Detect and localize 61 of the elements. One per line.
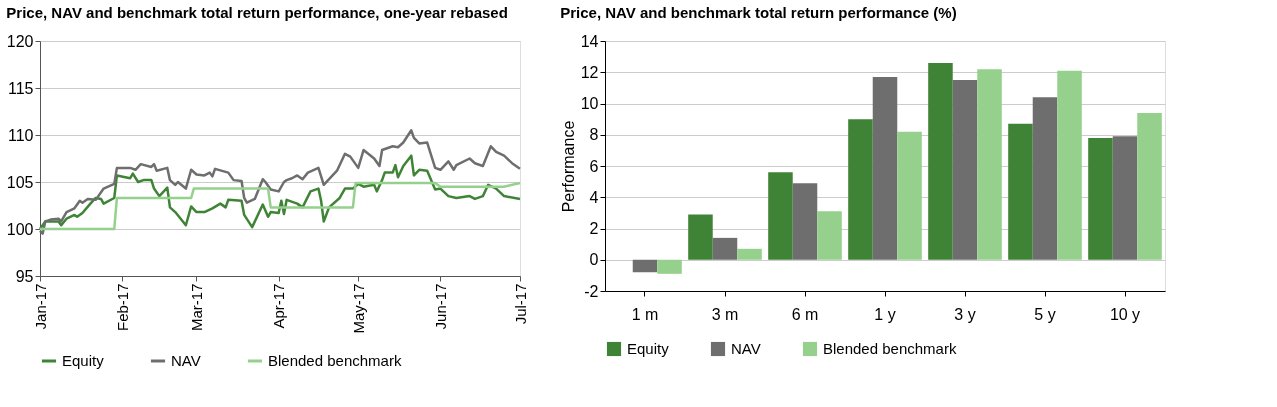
bar: [848, 119, 873, 260]
y-axis-title: Performance: [559, 120, 577, 213]
bar: [1137, 112, 1162, 260]
y-tick-label: 100: [6, 220, 34, 238]
legend-label: Equity: [62, 352, 105, 369]
legend-label: Equity: [627, 340, 670, 357]
x-tick-label: 5 y: [1034, 305, 1056, 323]
chart-title: Price, NAV and benchmark total return performance (%): [560, 4, 957, 21]
x-tick-label: Jul-17: [511, 283, 529, 325]
bar: [928, 62, 953, 260]
y-tick-label: 4: [589, 188, 599, 206]
bar: [952, 80, 978, 260]
y-tick-label: 8: [589, 126, 599, 144]
x-tick-label: Feb-17: [113, 283, 131, 332]
line-series: [38, 129, 522, 235]
x-tick-label: May-17: [349, 283, 367, 334]
bar: [897, 131, 922, 260]
bar: [1032, 97, 1058, 260]
x-tick-label: 1 y: [874, 305, 896, 323]
x-tick-label: Apr-17: [270, 283, 288, 329]
x-tick-label: 6 m: [791, 305, 819, 323]
bar: [1008, 123, 1033, 260]
bar: [977, 69, 1002, 260]
bar: [872, 76, 898, 260]
x-tick-label: Jun-17: [431, 283, 449, 330]
bar: [712, 237, 738, 260]
bar: [737, 248, 762, 260]
legend-label: Blended benchmark: [268, 352, 402, 369]
legend-label: NAV: [731, 340, 761, 357]
y-tick-label: 6: [589, 157, 599, 175]
x-tick-label: 10 y: [1109, 305, 1141, 323]
x-tick-label: 3 y: [954, 305, 976, 323]
y-tick-label: 120: [6, 32, 34, 50]
chart-title: Price, NAV and benchmark total return performance, one-year rebased: [6, 4, 508, 21]
bar: [1112, 136, 1138, 260]
x-tick-label: 3 m: [711, 305, 739, 323]
x-tick-label: 1 m: [631, 305, 659, 323]
line-series: [38, 154, 522, 231]
bar: [792, 183, 818, 260]
bar: [1088, 137, 1113, 260]
y-tick-label: 115: [7, 79, 34, 97]
y-tick-label: 2: [589, 220, 599, 237]
y-tick-label: 110: [7, 126, 34, 144]
bar: [688, 214, 713, 260]
line-series: [38, 181, 522, 231]
bar: [632, 259, 658, 273]
y-tick-label: 10: [580, 95, 599, 112]
legend-label: NAV: [171, 352, 201, 369]
y-tick-label: 95: [15, 267, 34, 285]
x-tick-label: Jan-17: [31, 283, 49, 330]
bar: [768, 172, 793, 260]
x-tick-label: Mar-17: [187, 283, 205, 332]
legend-label: Blended benchmark: [823, 340, 957, 357]
bar: [657, 259, 682, 274]
y-tick-label: 105: [6, 173, 34, 191]
y-tick-label: 14: [580, 32, 599, 50]
bar: [1057, 70, 1082, 260]
y-tick-label: 0: [589, 251, 599, 269]
y-tick-label: -2: [584, 282, 599, 300]
y-tick-label: 12: [580, 63, 599, 81]
bar: [817, 211, 842, 260]
